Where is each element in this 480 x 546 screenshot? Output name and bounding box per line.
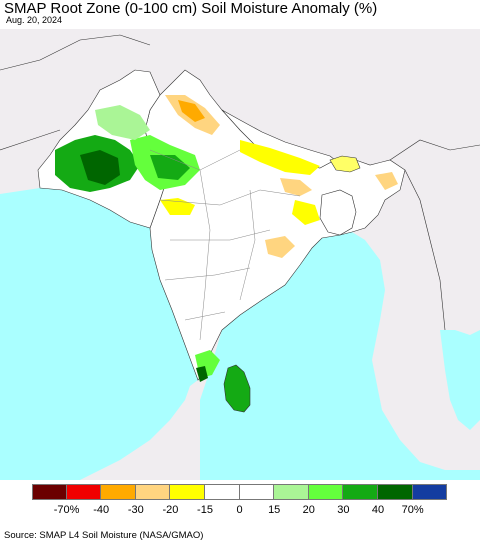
bhutan-land bbox=[329, 155, 361, 173]
legend-tick-label: -40 bbox=[93, 504, 110, 516]
legend-swatch bbox=[135, 484, 171, 500]
map-title: SMAP Root Zone (0-100 cm) Soil Moisture … bbox=[4, 0, 378, 17]
very-wet-anomaly-kerala bbox=[196, 366, 208, 382]
soil-moisture-map bbox=[0, 29, 480, 480]
very-wet-anomaly-pakistan bbox=[80, 150, 120, 185]
dry-anomaly-bihar bbox=[280, 178, 312, 196]
legend-tick-label: -70% bbox=[53, 504, 80, 516]
legend-swatch bbox=[170, 484, 205, 500]
legend-tick-label: -30 bbox=[127, 504, 144, 516]
legend-swatch bbox=[239, 484, 275, 500]
bangladesh-land bbox=[319, 189, 357, 236]
andaman-sea bbox=[440, 330, 480, 430]
legend-tick-label: 0 bbox=[236, 504, 243, 516]
sri-lanka-land bbox=[223, 364, 251, 413]
legend-swatch bbox=[32, 484, 67, 500]
country-boundaries bbox=[0, 34, 480, 331]
legend-swatch bbox=[308, 484, 344, 500]
legend-tick-label: 30 bbox=[337, 504, 350, 516]
legend-swatch bbox=[412, 484, 448, 500]
legend-tick-label: -20 bbox=[162, 504, 179, 516]
bay-of-bengal bbox=[200, 232, 480, 480]
wet-anomaly-rajasthan-core bbox=[150, 155, 190, 180]
legend-swatch bbox=[66, 484, 102, 500]
legend-tick-label: 20 bbox=[302, 504, 315, 516]
dry-anomaly-bengal bbox=[292, 200, 320, 225]
source-note: Source: SMAP L4 Soil Moisture (NASA/GMAO… bbox=[4, 530, 204, 541]
legend-tick-label: 70% bbox=[401, 504, 424, 516]
legend-tick-label: 40 bbox=[371, 504, 385, 516]
legend-tick-label: 15 bbox=[268, 504, 281, 516]
legend-swatch bbox=[101, 484, 136, 500]
legend-swatch bbox=[378, 484, 413, 500]
dry-anomaly-gangetic bbox=[240, 140, 320, 175]
legend-swatch bbox=[274, 484, 309, 500]
dry-anomaly-assam bbox=[375, 172, 398, 190]
state-boundaries bbox=[149, 149, 301, 341]
moist-anomaly-punjab bbox=[95, 105, 150, 140]
legend-tick-label: -15 bbox=[197, 504, 213, 516]
dry-anomaly-uttarakhand-core bbox=[178, 100, 205, 122]
map-date: Aug. 20, 2024 bbox=[6, 15, 63, 25]
legend-swatch bbox=[343, 484, 378, 500]
arabian-sea bbox=[0, 188, 198, 480]
dry-anomaly-odisha bbox=[265, 236, 295, 258]
legend-swatch bbox=[205, 484, 240, 500]
